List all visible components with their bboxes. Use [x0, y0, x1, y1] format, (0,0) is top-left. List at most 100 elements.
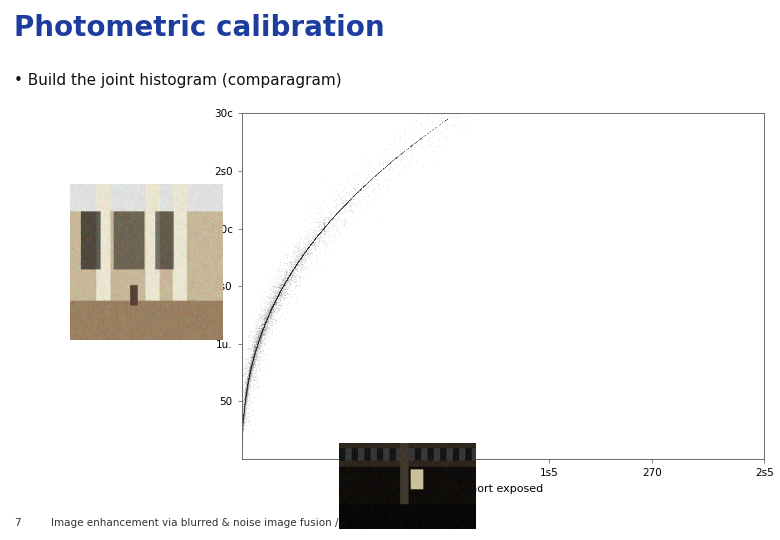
Point: [263, 323, 275, 332]
Point: [236, 416, 248, 425]
Point: [307, 233, 320, 242]
Point: [263, 308, 275, 316]
Point: [425, 117, 438, 126]
Point: [264, 310, 277, 319]
Point: [236, 418, 249, 427]
Point: [284, 269, 296, 278]
Point: [242, 380, 254, 388]
Point: [239, 403, 251, 411]
Point: [239, 395, 251, 404]
Point: [317, 216, 330, 225]
Point: [242, 395, 254, 404]
Point: [248, 348, 261, 357]
Point: [277, 281, 289, 289]
Point: [268, 312, 281, 320]
Point: [267, 288, 279, 297]
Point: [238, 409, 250, 418]
Point: [289, 264, 301, 273]
Point: [242, 355, 254, 364]
Point: [267, 314, 279, 323]
Point: [380, 161, 392, 170]
Point: [253, 334, 265, 343]
Point: [313, 220, 325, 228]
Point: [237, 413, 250, 421]
Point: [253, 334, 265, 343]
Point: [236, 418, 249, 427]
Point: [252, 315, 264, 324]
Point: [243, 376, 255, 385]
Point: [322, 218, 335, 227]
Point: [283, 271, 296, 280]
Point: [243, 370, 255, 379]
Point: [284, 280, 296, 288]
Point: [255, 328, 268, 336]
Point: [245, 327, 257, 335]
Point: [239, 390, 252, 399]
Point: [252, 344, 264, 353]
Point: [249, 346, 261, 355]
Point: [242, 375, 254, 383]
Point: [239, 398, 251, 407]
Point: [271, 293, 283, 301]
Point: [236, 418, 249, 427]
Point: [244, 373, 257, 381]
Point: [253, 362, 265, 371]
Point: [239, 341, 252, 349]
Point: [281, 282, 293, 291]
Point: [273, 288, 285, 296]
Point: [238, 409, 250, 417]
Point: [236, 423, 249, 431]
Point: [337, 202, 349, 211]
Point: [249, 347, 261, 355]
Point: [236, 418, 249, 427]
Point: [271, 291, 283, 300]
Point: [247, 352, 260, 361]
Point: [257, 327, 270, 335]
Point: [285, 268, 297, 276]
Point: [441, 115, 453, 124]
Point: [237, 415, 250, 423]
Point: [328, 211, 341, 220]
Point: [267, 300, 279, 309]
Point: [314, 228, 326, 237]
Point: [245, 346, 257, 354]
Point: [243, 366, 255, 375]
Point: [296, 251, 309, 259]
Point: [273, 296, 285, 305]
Point: [239, 388, 252, 397]
Point: [246, 361, 259, 369]
Point: [267, 301, 279, 310]
Point: [409, 138, 421, 147]
Point: [261, 316, 274, 325]
Point: [261, 312, 274, 321]
Point: [294, 253, 307, 262]
Point: [299, 247, 311, 256]
Point: [254, 321, 266, 329]
Point: [274, 287, 286, 296]
Point: [255, 328, 268, 337]
Point: [357, 207, 370, 216]
Point: [268, 299, 280, 307]
Point: [270, 295, 282, 304]
Point: [236, 418, 249, 427]
Point: [387, 156, 399, 164]
Point: [389, 159, 402, 167]
Point: [251, 346, 264, 354]
Point: [251, 340, 264, 349]
Point: [266, 292, 278, 301]
Point: [275, 289, 287, 298]
Point: [268, 291, 281, 300]
Point: [312, 239, 324, 248]
Point: [354, 184, 367, 193]
Point: [349, 190, 361, 198]
Point: [236, 375, 248, 384]
Point: [248, 346, 261, 355]
Point: [299, 263, 311, 272]
Point: [268, 298, 281, 307]
Point: [300, 231, 313, 240]
Point: [243, 340, 255, 348]
Point: [279, 271, 292, 279]
Point: [296, 250, 309, 259]
Point: [257, 322, 270, 330]
Point: [255, 323, 268, 332]
